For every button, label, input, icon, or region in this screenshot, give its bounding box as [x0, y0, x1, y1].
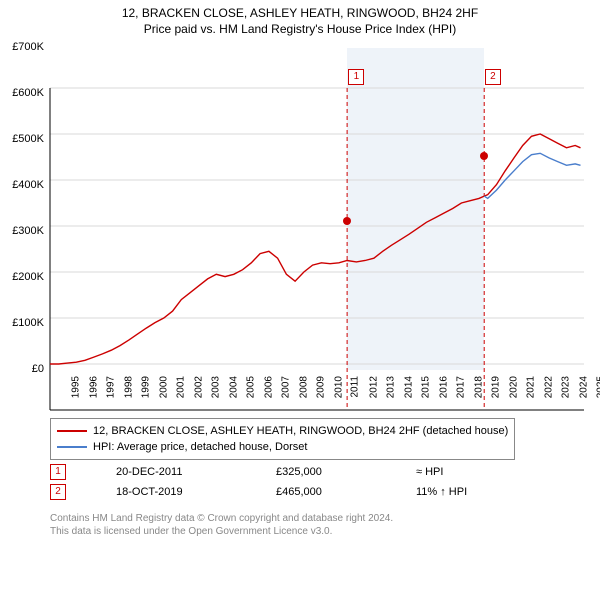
sale-marker: 2	[485, 69, 501, 85]
sale-row: 120-DEC-2011£325,000≈ HPI	[50, 462, 517, 482]
sale-dot	[480, 152, 488, 160]
sales-table: 120-DEC-2011£325,000≈ HPI218-OCT-2019£46…	[50, 462, 517, 502]
chart-title: 12, BRACKEN CLOSE, ASHLEY HEATH, RINGWOO…	[0, 0, 600, 20]
footer: Contains HM Land Registry data © Crown c…	[50, 512, 393, 538]
chart-subtitle: Price paid vs. HM Land Registry's House …	[0, 20, 600, 40]
sale-row: 218-OCT-2019£465,00011% ↑ HPI	[50, 482, 517, 502]
legend-item: HPI: Average price, detached house, Dors…	[57, 439, 508, 455]
sale-marker: 1	[348, 69, 364, 85]
footer-line1: Contains HM Land Registry data © Crown c…	[50, 512, 393, 525]
footer-line2: This data is licensed under the Open Gov…	[50, 525, 393, 538]
legend: 12, BRACKEN CLOSE, ASHLEY HEATH, RINGWOO…	[50, 418, 515, 460]
sale-dot	[343, 217, 351, 225]
legend-item: 12, BRACKEN CLOSE, ASHLEY HEATH, RINGWOO…	[57, 423, 508, 439]
page: { "title": "12, BRACKEN CLOSE, ASHLEY HE…	[0, 0, 600, 560]
